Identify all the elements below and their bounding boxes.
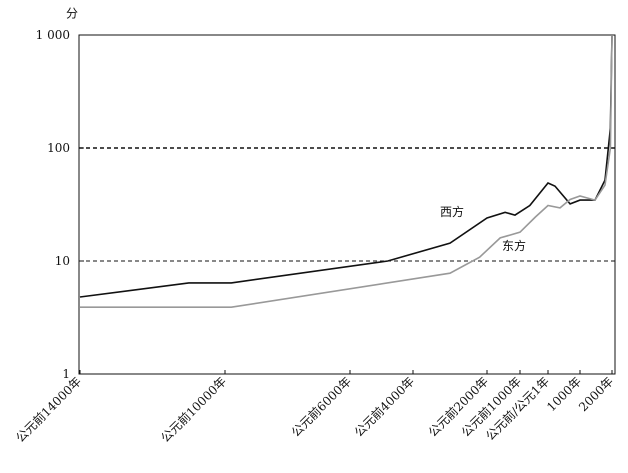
plot-frame: [78, 34, 616, 375]
y-tick-label: 100: [47, 141, 70, 155]
line: [79, 34, 613, 298]
y-tick-label: 1: [62, 367, 70, 381]
line: [80, 34, 613, 308]
x-tick-label: 公元前6000年: [288, 374, 354, 440]
x-tick-label: 公元前4000年: [351, 374, 417, 440]
y-tick-label: 10: [55, 254, 70, 268]
y-tick-label: 1 000: [36, 28, 70, 42]
y-axis-label: 分: [66, 7, 78, 21]
x-tick-label: 公元前14000年: [13, 374, 85, 446]
x-tick-label: 2000年: [576, 374, 616, 414]
x-tick-label: 1000年: [544, 374, 584, 414]
x-tick-label: 公元前10000年: [158, 374, 230, 446]
series-label: 西方: [440, 204, 464, 219]
series-label: 东方: [502, 238, 526, 253]
